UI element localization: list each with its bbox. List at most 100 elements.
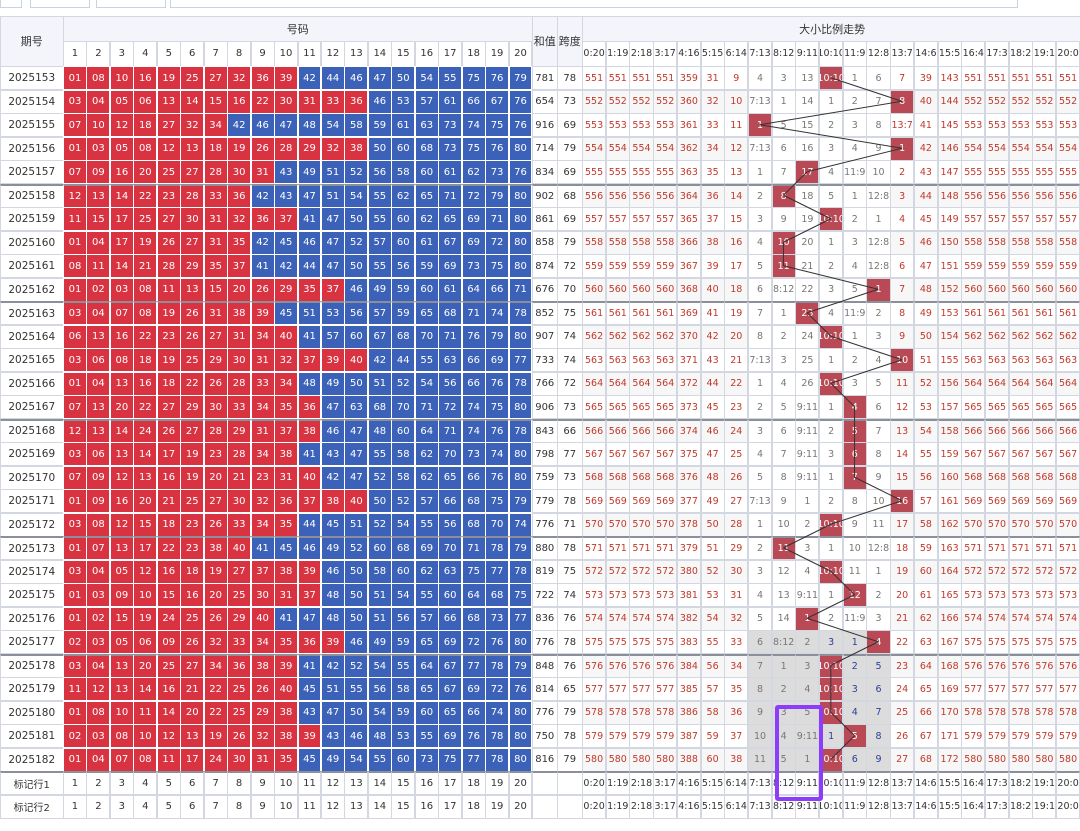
- ratio-miss-cell: 567: [653, 442, 678, 466]
- number-cell: 73: [414, 747, 439, 772]
- number-cell: 62: [414, 465, 439, 490]
- header-number-col: 7: [203, 41, 228, 67]
- ratio-miss-cell: 372: [676, 371, 701, 396]
- number-cell: 46: [297, 230, 322, 255]
- ratio-miss-cell: 568: [1008, 465, 1033, 490]
- number-cell: 09: [86, 489, 111, 513]
- sum-cell: 874: [532, 254, 558, 278]
- ratio-hit-cell: 4: [842, 395, 867, 419]
- ratio-hit-cell: 10:10: [819, 66, 844, 90]
- ratio-miss-cell: 6: [771, 418, 796, 443]
- ratio-miss-cell: 577: [605, 677, 630, 701]
- number-cell: 66: [461, 371, 486, 396]
- marker-row2-cell: 9: [250, 794, 275, 819]
- number-cell: 77: [508, 606, 533, 631]
- number-cell: 38: [297, 418, 322, 443]
- ratio-hit-cell: 12: [842, 583, 867, 607]
- ratio-miss-cell: 562: [1032, 324, 1057, 349]
- number-cell: 49: [367, 277, 392, 302]
- number-cell: 78: [485, 724, 510, 748]
- number-cell: 71: [461, 536, 486, 560]
- ratio-miss-cell: 568: [961, 465, 986, 490]
- number-cell: 56: [438, 371, 463, 396]
- number-cell: 55: [438, 66, 463, 90]
- header-ratio-col: 2:18: [629, 41, 654, 67]
- number-cell: 19: [203, 559, 228, 584]
- ratio-miss-cell: 17: [724, 254, 749, 278]
- number-cell: 32: [250, 724, 275, 748]
- issue-cell: 2025182: [0, 747, 64, 772]
- number-cell: 25: [227, 700, 252, 725]
- number-cell: 13: [133, 465, 158, 490]
- ratio-miss-cell: 25: [890, 700, 915, 725]
- ratio-miss-cell: 10: [866, 160, 891, 184]
- ratio-miss-cell: 55: [913, 442, 938, 466]
- ratio-miss-cell: 10: [724, 89, 749, 114]
- ratio-miss-cell: 569: [653, 489, 678, 513]
- ratio-miss-cell: 562: [984, 324, 1010, 349]
- ratio-miss-cell: 5: [866, 653, 891, 678]
- ratio-miss-cell: 558: [1008, 230, 1033, 255]
- header-number-col: 15: [391, 41, 416, 67]
- ratio-miss-cell: 2: [842, 653, 867, 678]
- header-ratio-col: 13:7: [890, 41, 915, 67]
- ratio-miss-cell: 580: [582, 747, 607, 772]
- issue-cell: 2025167: [0, 395, 64, 419]
- ratio-miss-cell: 561: [1008, 301, 1033, 325]
- number-cell: 47: [344, 465, 369, 490]
- number-cell: 17: [109, 230, 134, 255]
- number-cell: 76: [485, 418, 510, 443]
- ratio-miss-cell: 569: [1056, 489, 1080, 513]
- number-cell: 79: [485, 324, 510, 349]
- ratio-miss-cell: 158: [937, 418, 962, 443]
- marker-row1-cell: 14: [367, 771, 392, 795]
- sum-cell: 906: [532, 395, 558, 419]
- number-cell: 42: [367, 348, 392, 372]
- ratio-miss-cell: 551: [984, 66, 1010, 90]
- ratio-miss-cell: 552: [1032, 89, 1057, 114]
- number-cell: 40: [274, 677, 298, 701]
- number-cell: 53: [320, 301, 345, 325]
- ratio-miss-cell: 553: [605, 113, 630, 137]
- number-cell: 26: [250, 277, 275, 302]
- number-cell: 66: [461, 465, 486, 490]
- number-cell: 46: [367, 89, 392, 114]
- ratio-miss-cell: 363: [676, 160, 701, 184]
- number-cell: 77: [508, 348, 533, 372]
- number-cell: 26: [156, 230, 181, 255]
- ratio-miss-cell: 564: [629, 371, 654, 396]
- marker-row2-ratio: 18:2: [1008, 794, 1033, 819]
- number-cell: 51: [367, 371, 392, 396]
- ratio-miss-cell: 27: [724, 489, 749, 513]
- number-cell: 41: [274, 606, 298, 631]
- issue-cell: 2025171: [0, 489, 64, 513]
- ratio-miss-cell: 551: [605, 66, 630, 90]
- ratio-hit-cell: 5: [842, 418, 867, 443]
- sum-cell: 676: [532, 277, 558, 302]
- number-cell: 36: [250, 66, 275, 90]
- marker-row1-cell: 6: [180, 771, 205, 795]
- ratio-miss-cell: 11: [866, 512, 891, 537]
- number-cell: 68: [391, 536, 416, 560]
- ratio-miss-cell: 148: [937, 183, 962, 208]
- number-cell: 47: [320, 700, 345, 725]
- number-cell: 01: [63, 277, 87, 302]
- ratio-miss-cell: 365: [676, 207, 701, 231]
- ratio-miss-cell: 576: [629, 653, 654, 678]
- number-cell: 80: [508, 724, 533, 748]
- span-cell: 73: [557, 465, 583, 490]
- number-cell: 26: [227, 724, 252, 748]
- number-cell: 73: [438, 136, 463, 161]
- number-cell: 39: [297, 559, 322, 584]
- ratio-miss-cell: 7: [771, 442, 796, 466]
- number-cell: 07: [63, 160, 87, 184]
- number-cell: 71: [414, 395, 439, 419]
- ratio-miss-cell: 576: [984, 653, 1010, 678]
- ratio-miss-cell: 576: [653, 653, 678, 678]
- ratio-miss-cell: 143: [937, 66, 962, 90]
- ratio-miss-cell: 3: [819, 442, 844, 466]
- span-cell: 70: [557, 277, 583, 302]
- number-cell: 76: [485, 630, 510, 654]
- number-cell: 15: [109, 606, 134, 631]
- marker-row2-ratio: 1:19: [605, 794, 630, 819]
